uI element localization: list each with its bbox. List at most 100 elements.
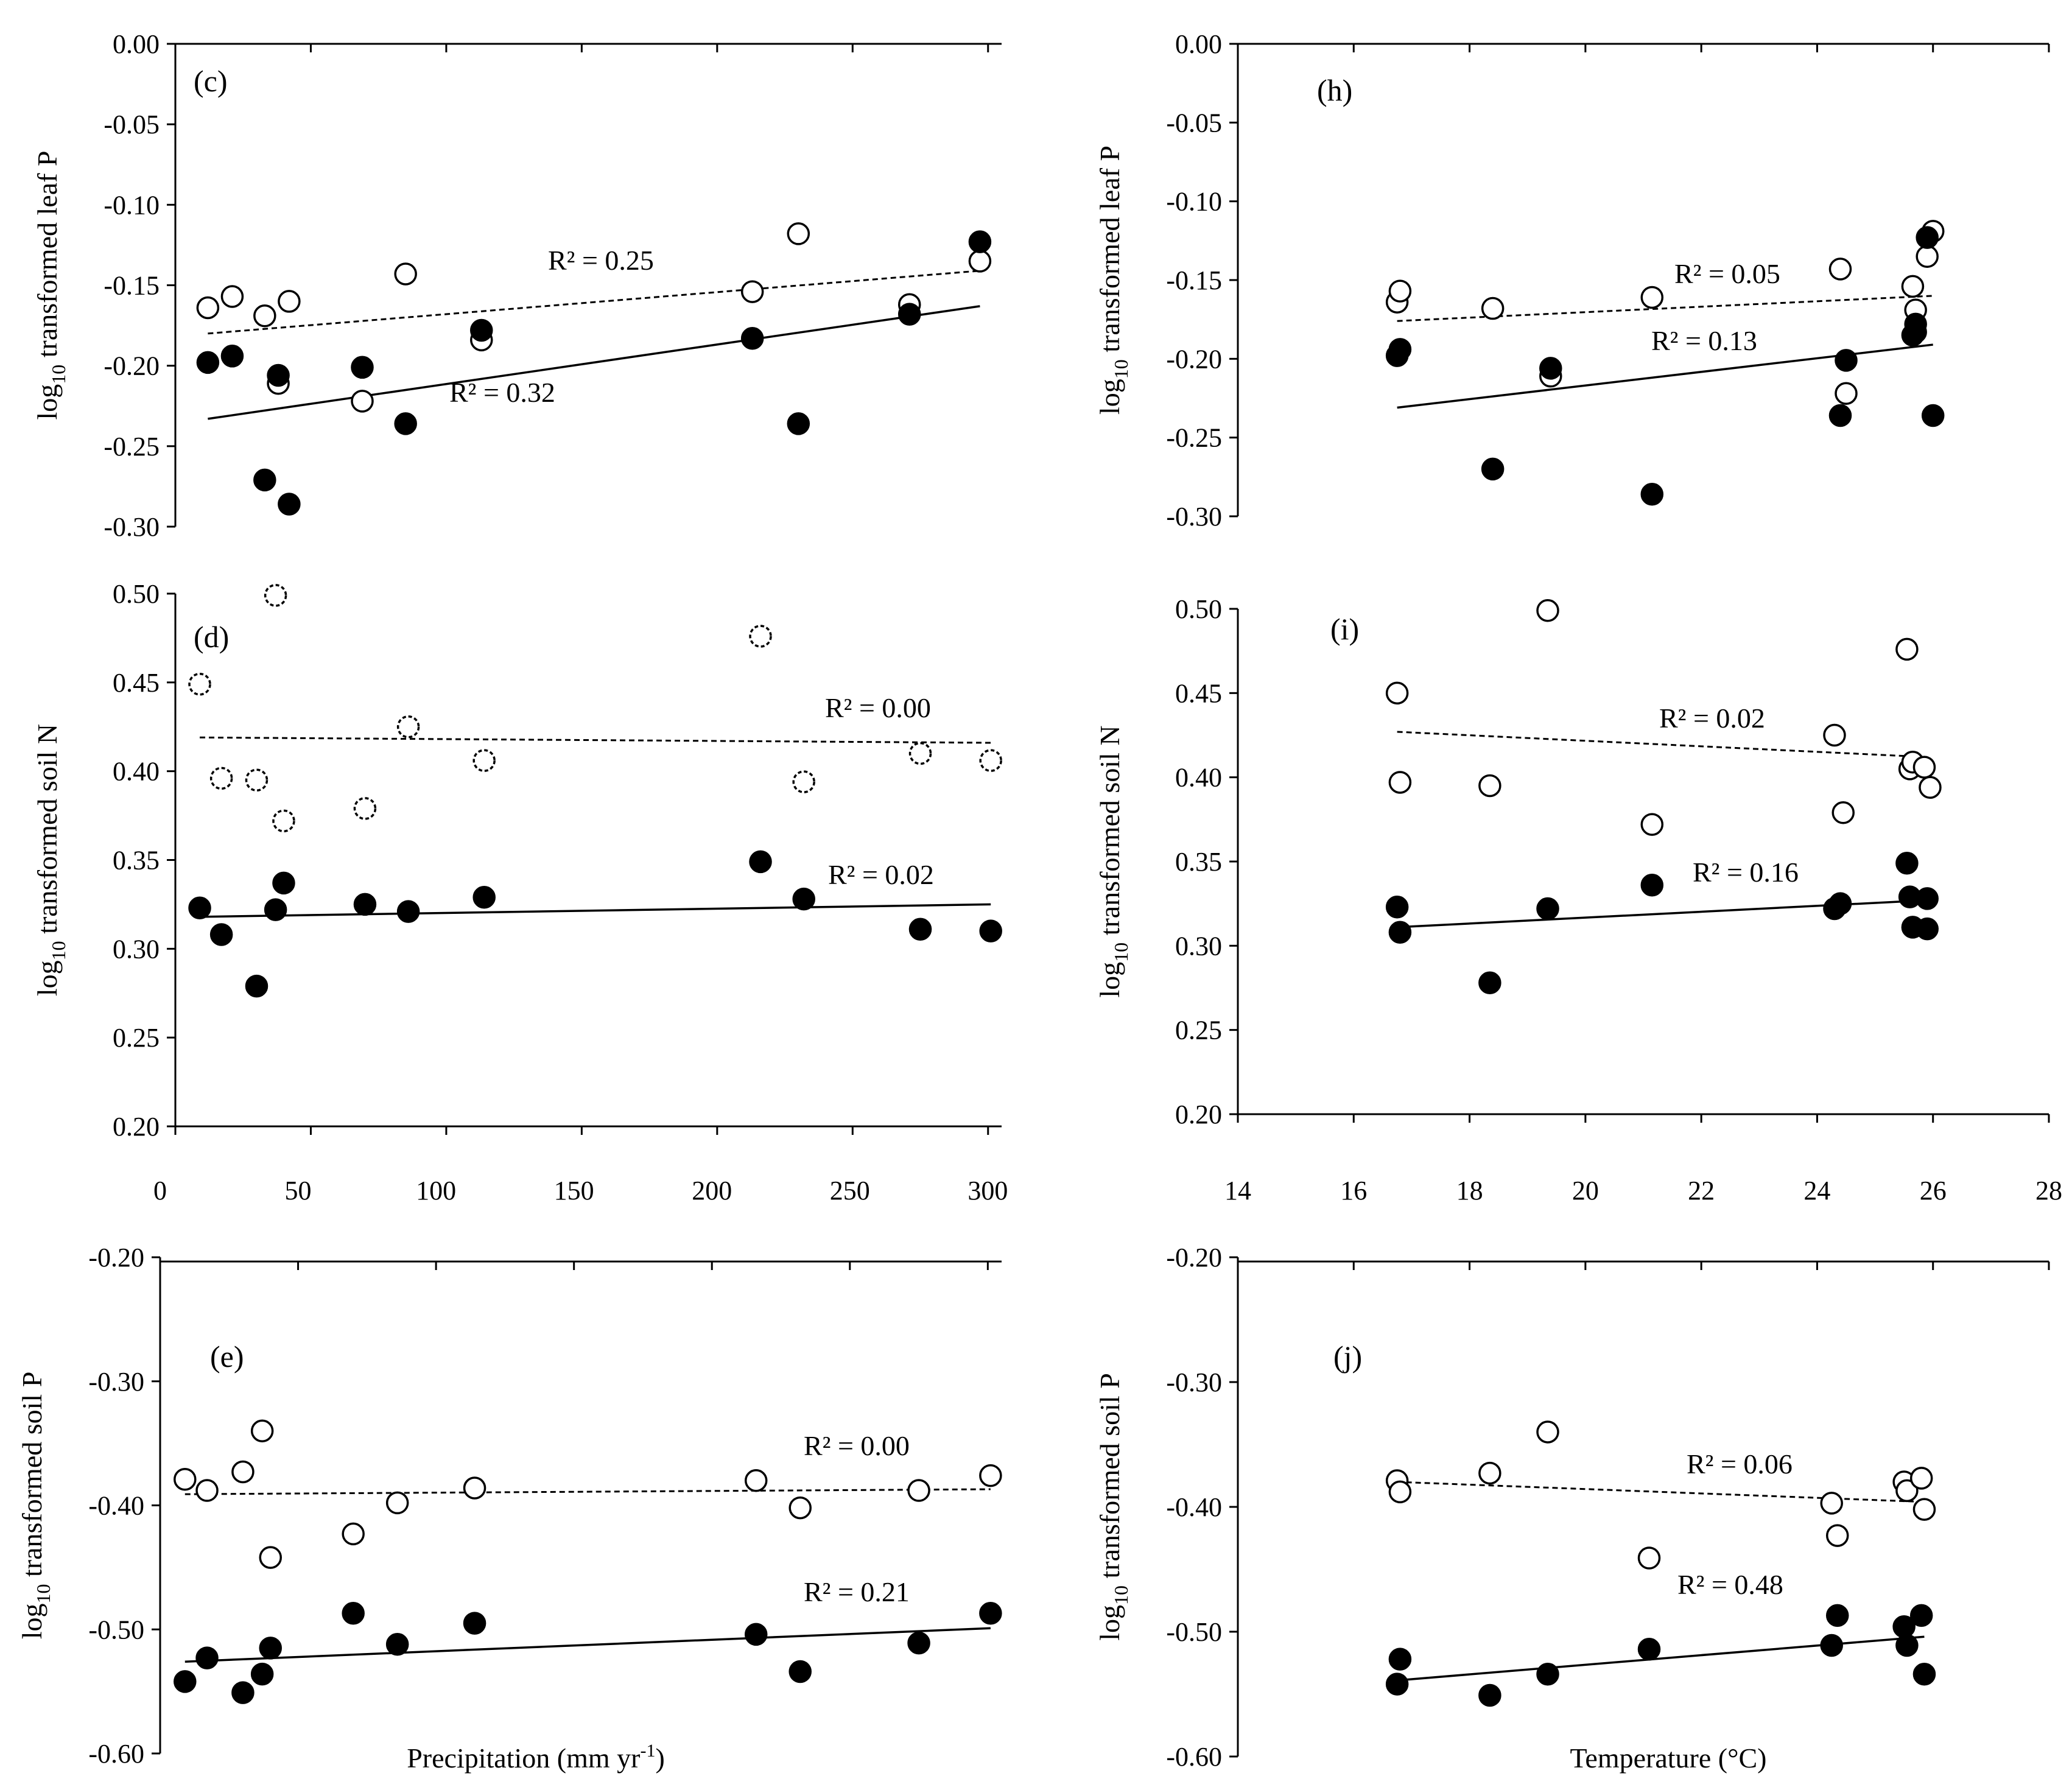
point-filled-i xyxy=(1478,971,1501,994)
point-open-e xyxy=(259,1546,282,1569)
y-tick-label-c: -0.20 xyxy=(104,351,160,381)
panel-label-h: (h) xyxy=(1317,73,1352,107)
y-tick-label-h: -0.20 xyxy=(1166,344,1222,374)
y-tick-label-e: -0.50 xyxy=(88,1615,144,1644)
point-open-d xyxy=(472,749,496,772)
point-filled-j xyxy=(1385,1672,1409,1696)
y-tick-label-c: -0.25 xyxy=(104,432,160,462)
point-open-h xyxy=(1388,279,1412,303)
point-filled-h xyxy=(1828,404,1852,427)
y-tick-label-c: -0.05 xyxy=(104,110,160,139)
point-filled-d xyxy=(396,900,420,923)
y-tick-label-d: 0.30 xyxy=(113,934,160,964)
point-filled-c xyxy=(278,493,301,516)
point-open-i xyxy=(1640,813,1664,836)
y-axis-label-c: log10 transformed leaf P xyxy=(32,150,69,419)
r2-solid-d: R² = 0.02 xyxy=(828,859,934,890)
point-open-e xyxy=(231,1460,255,1484)
point-open-e xyxy=(250,1419,274,1442)
x-tick-label-j: 20 xyxy=(1572,1176,1599,1206)
y-tick-label-e: -0.60 xyxy=(88,1739,144,1769)
y-tick-label-i: 0.30 xyxy=(1175,931,1222,961)
y-tick-label-e: -0.30 xyxy=(88,1367,144,1397)
point-filled-h xyxy=(1388,338,1412,361)
point-open-e xyxy=(788,1496,812,1520)
point-open-i xyxy=(1388,771,1412,794)
point-open-j xyxy=(1478,1461,1501,1485)
point-open-d xyxy=(209,767,233,790)
point-open-j xyxy=(1895,1479,1919,1503)
y-tick-label-c: -0.30 xyxy=(104,512,160,542)
point-filled-d xyxy=(792,887,815,911)
point-filled-h xyxy=(1835,349,1858,372)
point-open-j xyxy=(1388,1480,1412,1504)
point-open-d xyxy=(792,770,815,793)
y-tick-label-i: 0.25 xyxy=(1175,1016,1222,1045)
y-axis-label-d: log10 transformed soil N xyxy=(32,724,69,996)
point-filled-j xyxy=(1637,1637,1661,1661)
point-open-c xyxy=(968,250,992,273)
point-filled-e xyxy=(385,1632,409,1656)
y-tick-label-h: -0.05 xyxy=(1166,108,1222,138)
trend-line-dashed-i xyxy=(1397,731,1928,758)
y-tick-label-h: -0.25 xyxy=(1166,423,1222,453)
r2-solid-e: R² = 0.21 xyxy=(804,1576,910,1607)
point-open-e xyxy=(907,1479,930,1502)
point-filled-e xyxy=(231,1681,255,1704)
point-open-j xyxy=(1820,1492,1843,1515)
trend-line-dashed-h xyxy=(1397,295,1933,322)
trend-line-dashed-j xyxy=(1397,1481,1925,1503)
y-tick-label-d: 0.50 xyxy=(113,579,160,609)
point-open-d xyxy=(396,715,420,739)
point-filled-j xyxy=(1536,1662,1559,1686)
y-tick-label-h: 0.00 xyxy=(1175,29,1222,59)
panel-j: -0.20 -0.30 -0.40 -0.50 -0.60 14 16 18 20 22 24 26 2… xyxy=(1094,1176,2062,1774)
point-filled-c xyxy=(267,363,290,387)
panel-d: 0.50 0.45 0.40 0.35 0.30 0.25 0.20 log10 transf… xyxy=(32,579,1002,1142)
point-open-i xyxy=(1478,774,1501,798)
point-open-i xyxy=(1912,756,1936,779)
y-tick-label-d: 0.40 xyxy=(113,757,160,787)
point-open-d xyxy=(908,742,932,765)
point-filled-j xyxy=(1478,1683,1501,1707)
x-tick-label-j: 22 xyxy=(1688,1176,1715,1206)
y-tick-label-j: -0.20 xyxy=(1166,1243,1222,1272)
point-filled-d xyxy=(472,886,496,909)
point-open-i xyxy=(1385,681,1409,705)
y-tick-label-j: -0.50 xyxy=(1166,1617,1222,1647)
r2-solid-c: R² = 0.32 xyxy=(449,377,555,408)
point-filled-i xyxy=(1828,892,1852,915)
trend-line-solid-d xyxy=(200,903,991,918)
r2-dashed-d: R² = 0.00 xyxy=(825,692,931,723)
point-filled-c xyxy=(196,351,220,374)
x-tick-label-e: 100 xyxy=(416,1176,456,1206)
point-open-j xyxy=(1825,1524,1849,1547)
trend-line-dashed-c xyxy=(208,270,980,335)
point-open-e xyxy=(979,1464,1002,1487)
point-filled-e xyxy=(979,1602,1002,1625)
panel-h: 0.00 -0.05 -0.10 -0.15 -0.20 -0.25 -0.30 log10 … xyxy=(1094,29,2050,532)
y-tick-label-d: 0.35 xyxy=(113,846,160,876)
point-filled-d xyxy=(979,919,1002,942)
point-open-h xyxy=(1901,275,1925,298)
point-filled-h xyxy=(1921,404,1945,427)
point-filled-i xyxy=(1895,852,1919,875)
x-tick-label-j: 16 xyxy=(1340,1176,1367,1206)
trend-line-solid-j xyxy=(1397,1635,1925,1682)
point-filled-e xyxy=(463,1612,486,1635)
point-filled-c xyxy=(968,230,992,253)
point-open-j xyxy=(1536,1420,1559,1444)
point-filled-i xyxy=(1916,887,1939,910)
point-open-d xyxy=(245,768,269,791)
y-tick-label-i: 0.45 xyxy=(1175,678,1222,708)
x-axis-label-e: Precipitation (mm yr-1) xyxy=(407,1741,665,1774)
x-tick-label-e: 0 xyxy=(153,1176,167,1206)
r2-dashed-i: R² = 0.02 xyxy=(1659,703,1765,734)
point-filled-d xyxy=(749,850,772,874)
point-open-i xyxy=(1823,723,1846,747)
point-open-h xyxy=(1835,382,1858,405)
point-open-e xyxy=(463,1476,486,1500)
point-filled-e xyxy=(259,1637,282,1660)
panel-label-d: (d) xyxy=(194,620,229,654)
